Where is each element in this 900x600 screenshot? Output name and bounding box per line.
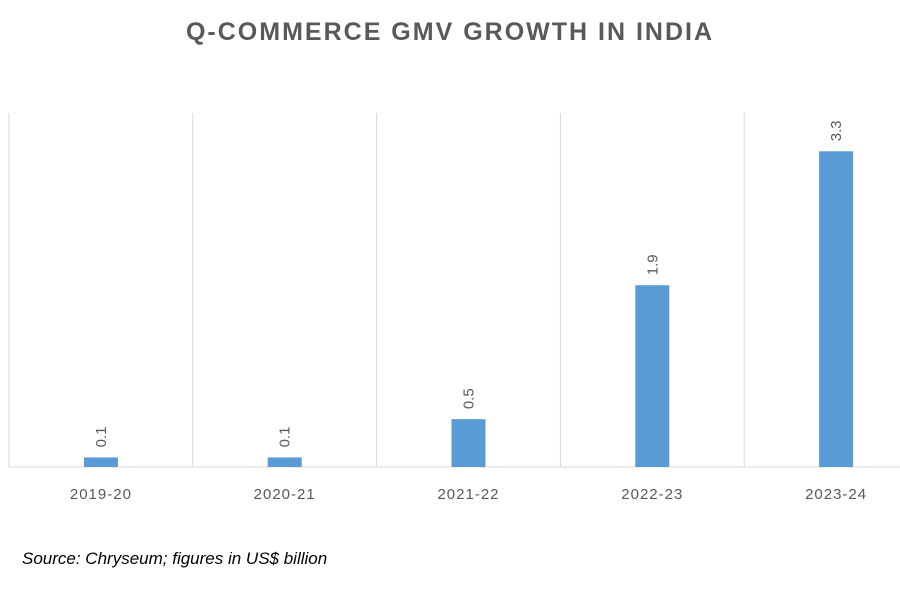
bar-2021-22	[451, 419, 486, 467]
bar-2022-23	[635, 285, 670, 467]
data-label-2022-23: 1.9	[644, 254, 661, 275]
x-tick-label-2020-21: 2020-21	[254, 486, 316, 503]
source-note: Source: Chryseum; figures in US$ billion	[22, 549, 328, 568]
chart-title: Q-COMMERCE GMV GROWTH IN INDIA	[185, 18, 715, 46]
data-label-2020-21: 0.1	[277, 427, 294, 448]
x-tick-label-2022-23: 2022-23	[621, 486, 683, 503]
data-label-2019-20: 0.1	[93, 427, 110, 448]
bar-2020-21	[267, 457, 302, 467]
data-label-2021-22: 0.5	[461, 388, 478, 409]
bar-2019-20	[83, 457, 118, 467]
x-tick-label-2021-22: 2021-22	[437, 486, 499, 503]
x-tick-label-2023-24: 2023-24	[805, 486, 867, 503]
x-tick-label-2019-20: 2019-20	[70, 486, 132, 503]
data-label-2023-24: 3.3	[828, 120, 845, 141]
bar-2023-24	[819, 151, 854, 467]
